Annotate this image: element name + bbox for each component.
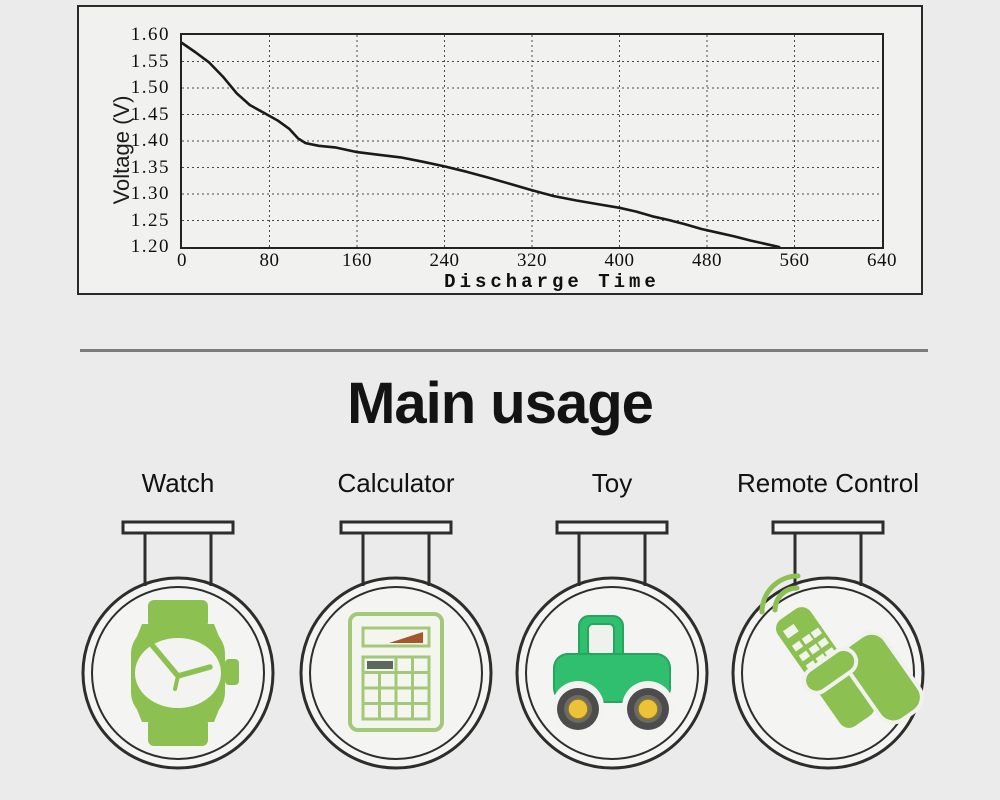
main-usage-title: Main usage xyxy=(347,371,654,436)
y-axis-ticks: 1.60 1.55 1.50 1.45 1.40 1.35 1.30 1.25 1.20 xyxy=(0,24,172,257)
usage-item-calculator: Calculator xyxy=(286,468,506,788)
y-tick-label: 1.25 xyxy=(130,209,170,231)
usage-label: Remote Control xyxy=(736,468,920,498)
x-tick-label: 240 xyxy=(429,250,460,271)
y-tick-label: 1.20 xyxy=(130,236,170,257)
x-axis-title: Discharge Time xyxy=(444,271,660,293)
y-tick-label: 1.40 xyxy=(130,130,170,151)
x-tick-label: 400 xyxy=(604,250,635,271)
battery-flask-outline xyxy=(81,520,275,770)
x-tick-label: 80 xyxy=(259,250,280,271)
usage-item-watch: Watch xyxy=(68,468,288,788)
y-tick-label: 1.35 xyxy=(130,156,170,178)
discharge-plot xyxy=(180,33,884,249)
calculator-icon xyxy=(348,612,444,732)
x-tick-label: 640 xyxy=(867,250,897,271)
toy-truck-icon xyxy=(552,615,674,733)
watch-icon xyxy=(131,600,239,746)
battery-flask-outline xyxy=(299,520,493,770)
remote-control-icon xyxy=(759,573,924,728)
x-tick-label: 160 xyxy=(342,250,372,271)
y-tick-label: 1.30 xyxy=(130,183,170,204)
x-tick-label: 480 xyxy=(692,250,722,271)
usage-label: Watch xyxy=(141,468,215,498)
section-divider xyxy=(80,349,928,352)
x-tick-label: 320 xyxy=(517,250,547,271)
x-axis-ticks: 0 80 160 240 320 400 480 560 640 xyxy=(177,250,897,272)
battery-flask-outline xyxy=(515,520,709,770)
usage-label: Calculator xyxy=(337,468,455,498)
y-tick-label: 1.60 xyxy=(130,24,170,45)
plot-canvas xyxy=(182,35,882,247)
x-tick-label: 0 xyxy=(177,250,187,271)
usage-item-remote-control: Remote Control xyxy=(718,468,938,788)
y-tick-label: 1.50 xyxy=(130,77,170,98)
x-tick-label: 560 xyxy=(779,250,810,271)
usage-label: Toy xyxy=(591,468,633,498)
usage-item-toy: Toy xyxy=(502,468,722,788)
y-tick-label: 1.45 xyxy=(130,103,170,125)
battery-flask-outline xyxy=(731,520,925,770)
discharge-curve xyxy=(182,41,781,247)
y-tick-label: 1.55 xyxy=(130,50,170,72)
